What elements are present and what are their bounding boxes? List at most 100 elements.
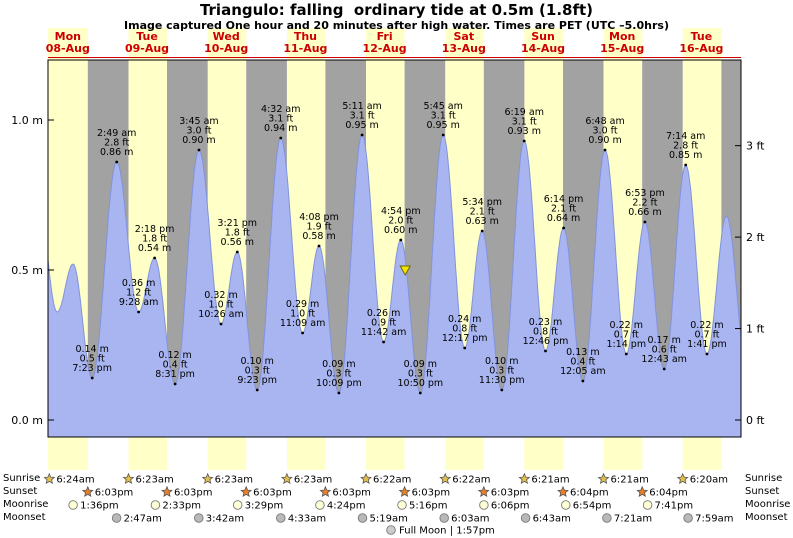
y-tick-label-ft: 2 ft	[746, 231, 765, 244]
tide-event-annotation: 4:54 pm2.0 ft0.60 m	[381, 206, 421, 242]
tide-annotation-line: 3.0 ft	[186, 126, 211, 137]
day-date: 14-Aug	[521, 42, 565, 55]
tide-annotation-line: 0.95 m	[345, 120, 378, 131]
sunset-star-icon	[240, 485, 253, 498]
tide-annotation-line: 0.86 m	[100, 147, 133, 158]
moonset-circle-icon	[357, 513, 368, 523]
moonset-time: 7:21am	[614, 514, 652, 525]
full-moon-icon	[386, 525, 396, 535]
tide-annotation-line: 1.0 ft	[290, 309, 315, 320]
tide-annotation-line: 11:09 am	[280, 318, 325, 329]
sunset-star-icon	[319, 485, 332, 498]
tide-event-annotation: 0.14 m0.5 ft7:23 pm	[72, 344, 112, 380]
page-title: Triangulo: falling ordinary tide at 0.5m…	[199, 1, 594, 19]
tide-annotation-line: 9:23 pm	[237, 375, 277, 386]
tide-event-annotation: 2:18 pm1.8 ft0.54 m	[135, 224, 174, 260]
moonrise-circle-icon	[561, 500, 571, 510]
tide-extreme-dot	[684, 163, 688, 167]
day-date: 13-Aug	[442, 42, 486, 55]
moonrise-circle-icon	[68, 500, 78, 510]
sunset-time: 6:03pm	[491, 488, 530, 499]
tide-annotation-line: 0.64 m	[547, 213, 580, 224]
tide-annotation-line: 0.29 m	[286, 299, 319, 310]
tide-event-annotation: 0.22 m0.7 ft1:14 pm	[606, 320, 646, 356]
tide-annotation-line: 1:14 pm	[606, 339, 646, 350]
sunset-time: 6:03pm	[174, 488, 213, 499]
tide-annotation-line: 0.26 m	[367, 308, 400, 319]
tide-event-annotation: 6:14 pm2.1 ft0.64 m	[544, 194, 583, 230]
day-date: 08-Aug	[46, 42, 90, 55]
tide-annotation-line: 0.23 m	[529, 317, 562, 328]
tide-extreme-dot	[173, 382, 177, 386]
tide-extreme-dot	[255, 388, 259, 392]
tide-annotation-line: 3.1 ft	[431, 111, 456, 122]
tide-extreme-dot	[279, 136, 283, 140]
sunset-star-icon	[398, 485, 411, 498]
tide-extreme-dot	[399, 238, 403, 242]
tide-annotation-line: 1.8 ft	[225, 228, 250, 239]
tide-annotation-line: 0.22 m	[610, 320, 643, 331]
tide-annotation-line: 10:50 pm	[398, 378, 444, 389]
moonrise-circle-icon	[232, 500, 243, 510]
moonrise-time: 1:36pm	[80, 501, 119, 512]
sunrise-time: 6:24am	[56, 475, 94, 486]
moonrise-time: 6:54pm	[573, 501, 612, 512]
tide-annotation-line: 0.90 m	[588, 135, 621, 146]
tide-event-annotation: 4:32 am3.1 ft0.94 m	[261, 104, 300, 140]
tide-event-annotation: 3:21 pm1.8 ft0.56 m	[217, 218, 257, 254]
tide-annotation-line: 10:26 am	[198, 309, 243, 320]
sunset-star-icon	[636, 485, 649, 498]
moonrise-time: 3:29pm	[245, 501, 284, 512]
tide-annotation-line: 1.2 ft	[126, 288, 151, 299]
tide-annotation-line: 9:28 am	[119, 297, 158, 308]
moonset-circle-icon	[111, 513, 122, 523]
moonrise-circle-icon	[315, 500, 325, 510]
tide-annotation-line: 0.10 m	[240, 356, 273, 367]
plot-frame	[47, 59, 742, 438]
tide-extreme-dot	[705, 352, 709, 356]
sunset-time: 6:03pm	[332, 488, 371, 499]
tide-event-annotation: 5:11 am3.1 ft0.95 m	[342, 101, 382, 137]
tide-extreme-dot	[418, 391, 422, 395]
day-date: 12-Aug	[363, 42, 407, 55]
day-weekday: Mon	[55, 30, 81, 43]
tide-extreme-dot	[90, 376, 94, 380]
tide-event-annotation: 0.36 m1.2 ft9:28 am	[119, 278, 158, 314]
tide-annotation-line: 0.9 ft	[371, 318, 396, 329]
y-tick-label-m: 0.0 m	[11, 414, 43, 427]
tide-annotation-line: 0.3 ft	[326, 369, 351, 380]
tide-annotation-line: 0.90 m	[182, 135, 215, 146]
tide-annotation-line: 0.6 ft	[652, 345, 677, 356]
tide-annotation-line: 11:30 pm	[479, 375, 525, 386]
tide-extreme-dot	[153, 256, 157, 260]
tide-annotation-line: 0.66 m	[628, 207, 661, 218]
day-date: 15-Aug	[600, 42, 644, 55]
tide-annotation-line: 0.32 m	[204, 290, 237, 301]
tide-annotation-line: 0.93 m	[508, 126, 541, 137]
tide-annotation-line: 11:42 am	[361, 327, 406, 338]
sunset-time: 6:03pm	[95, 488, 134, 499]
moonset-circle-icon	[439, 513, 449, 523]
tide-extreme-dot	[337, 391, 341, 395]
tide-extreme-dot	[219, 322, 223, 326]
tide-annotation-line: 0.8 ft	[533, 327, 558, 338]
tide-event-annotation: 6:48 am3.0 ft0.90 m	[585, 116, 625, 152]
sunset-time: 6:04pm	[649, 488, 688, 499]
tide-annotation-line: 12:43 am	[641, 354, 686, 365]
tide-annotation-line: 0.4 ft	[163, 360, 188, 371]
tide-annotation-line: 1.8 ft	[142, 234, 167, 245]
tide-annotation-line: 3.1 ft	[268, 114, 293, 125]
tide-annotation-line: 3.1 ft	[350, 111, 375, 122]
day-weekday: Sun	[531, 30, 555, 43]
sunrise-star-icon	[518, 472, 531, 485]
tide-extreme-dot	[562, 226, 565, 230]
tide-annotation-line: 0.94 m	[264, 123, 297, 134]
tide-extreme-dot	[360, 133, 364, 137]
current-tide-marker-icon	[399, 265, 412, 277]
